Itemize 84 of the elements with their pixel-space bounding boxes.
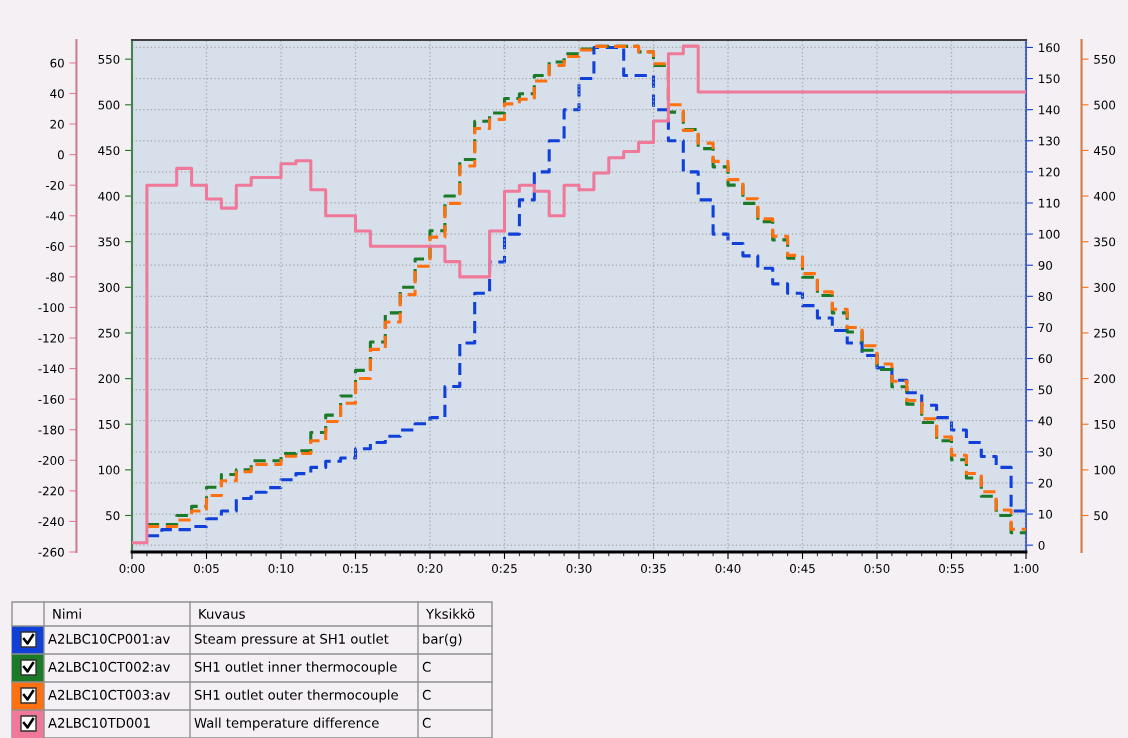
y2-tick-label: 120 bbox=[1039, 167, 1060, 177]
y2-tick-label: 90 bbox=[1038, 260, 1053, 270]
y2-tick-label: 80 bbox=[1038, 292, 1053, 301]
y3-tick-label: -220 bbox=[38, 486, 64, 496]
y2-tick-label: 0 bbox=[1038, 540, 1045, 550]
text: 250 bbox=[1094, 328, 1116, 338]
legend-label: A2LBC10CP001:av bbox=[48, 633, 170, 644]
x-tick-label: 0:05 bbox=[194, 564, 219, 573]
text: C bbox=[422, 661, 431, 672]
y2-tick-label: 40 bbox=[1038, 416, 1053, 426]
text: C bbox=[422, 717, 431, 728]
y2-tick-label: 20 bbox=[1038, 478, 1053, 488]
y-tick-label: 500 bbox=[98, 100, 120, 110]
y3-tick-label: 20 bbox=[50, 119, 64, 129]
y2-tick-label: 130 bbox=[1039, 136, 1060, 146]
x-tick-label: 1:00 bbox=[1014, 564, 1039, 573]
text: 500 bbox=[1094, 100, 1116, 110]
text: 200 bbox=[1094, 374, 1116, 384]
y3-tick-label: 40 bbox=[50, 89, 64, 99]
legend-label: A2LBC10CT003:av bbox=[48, 689, 170, 700]
y-tick-label: 250 bbox=[98, 328, 120, 338]
legend-label: A2LBC10CT002:av bbox=[48, 661, 170, 672]
text: 100 bbox=[1094, 465, 1116, 475]
y-tick-label: 300 bbox=[98, 283, 120, 292]
x-tick-label: 0:15 bbox=[343, 564, 368, 573]
y3-tick-label: -40 bbox=[45, 211, 64, 221]
y3-tick-label: -240 bbox=[38, 517, 64, 527]
y3-tick-label: -200 bbox=[38, 456, 64, 465]
x-tick-label: 0:00 bbox=[119, 564, 145, 573]
text: Nimi bbox=[53, 608, 81, 619]
x-tick-label: 0:55 bbox=[939, 564, 964, 573]
x-tick-label: 0:35 bbox=[641, 564, 666, 573]
text: Wall temperature difference bbox=[194, 717, 379, 731]
text: 400 bbox=[1093, 191, 1116, 201]
y-tick-label: 50 bbox=[106, 511, 120, 521]
text: Yksikkö bbox=[425, 608, 475, 619]
y2-tick-label: 100 bbox=[1039, 229, 1060, 239]
text: 450 bbox=[1093, 146, 1116, 156]
y3-tick-label: -100 bbox=[38, 303, 64, 313]
y2-tick-label: 160 bbox=[1039, 43, 1060, 53]
x-tick-label: 0:25 bbox=[492, 564, 517, 573]
y-tick-label: 200 bbox=[98, 374, 120, 384]
text: 300 bbox=[1094, 283, 1116, 292]
y3-tick-label: -160 bbox=[38, 394, 64, 404]
x-tick-label: 0:50 bbox=[864, 564, 890, 573]
text: Kuvaus bbox=[199, 609, 245, 619]
y2-tick-label: 140 bbox=[1039, 105, 1060, 115]
y2-tick-label: 60 bbox=[1038, 354, 1053, 364]
y2-tick-label: 110 bbox=[1039, 198, 1060, 208]
x-tick-label: 0:10 bbox=[268, 564, 294, 573]
text: 550 bbox=[1094, 54, 1116, 64]
x-tick-label: 0:30 bbox=[566, 564, 592, 573]
y3-tick-label: 60 bbox=[50, 58, 64, 68]
y-tick-label: 550 bbox=[98, 54, 120, 64]
legend-label: A2LBC10TD001 bbox=[48, 717, 150, 728]
y2-tick-label: 10 bbox=[1039, 509, 1053, 519]
y-tick-label: 400 bbox=[98, 191, 120, 201]
y-tick-label: 350 bbox=[98, 237, 120, 247]
y3-tick-label: -140 bbox=[38, 364, 64, 374]
y3-tick-label: -180 bbox=[38, 425, 64, 435]
text: C bbox=[422, 689, 431, 700]
y2-tick-label: 70 bbox=[1038, 323, 1053, 333]
x-tick-label: 0:40 bbox=[715, 564, 741, 573]
text: SH1 outlet outer thermocouple bbox=[194, 689, 398, 703]
text: Steam pressure at SH1 outlet bbox=[194, 633, 389, 647]
text: bar(g) bbox=[423, 633, 462, 647]
y3-tick-label: 0 bbox=[57, 150, 64, 160]
x-tick-label: 0:20 bbox=[417, 564, 443, 573]
y2-tick-label: 30 bbox=[1038, 447, 1053, 457]
y2-tick-label: 150 bbox=[1039, 74, 1060, 84]
y2-tick-label: 50 bbox=[1038, 385, 1053, 395]
y3-tick-label: -20 bbox=[45, 180, 64, 190]
y3-tick-label: -60 bbox=[45, 242, 64, 251]
x-tick-label: 0:45 bbox=[790, 564, 815, 573]
y-tick-label: 450 bbox=[98, 146, 120, 156]
text: 50 bbox=[1094, 511, 1108, 521]
y3-tick-label: -260 bbox=[38, 547, 64, 557]
text: 150 bbox=[1094, 419, 1116, 429]
text: 350 bbox=[1094, 237, 1116, 247]
y3-tick-label: -120 bbox=[38, 333, 64, 343]
y3-tick-label: -80 bbox=[45, 272, 64, 282]
y-tick-label: 150 bbox=[98, 419, 120, 429]
y-tick-label: 100 bbox=[98, 465, 120, 475]
text: SH1 outlet inner thermocouple bbox=[194, 661, 397, 675]
